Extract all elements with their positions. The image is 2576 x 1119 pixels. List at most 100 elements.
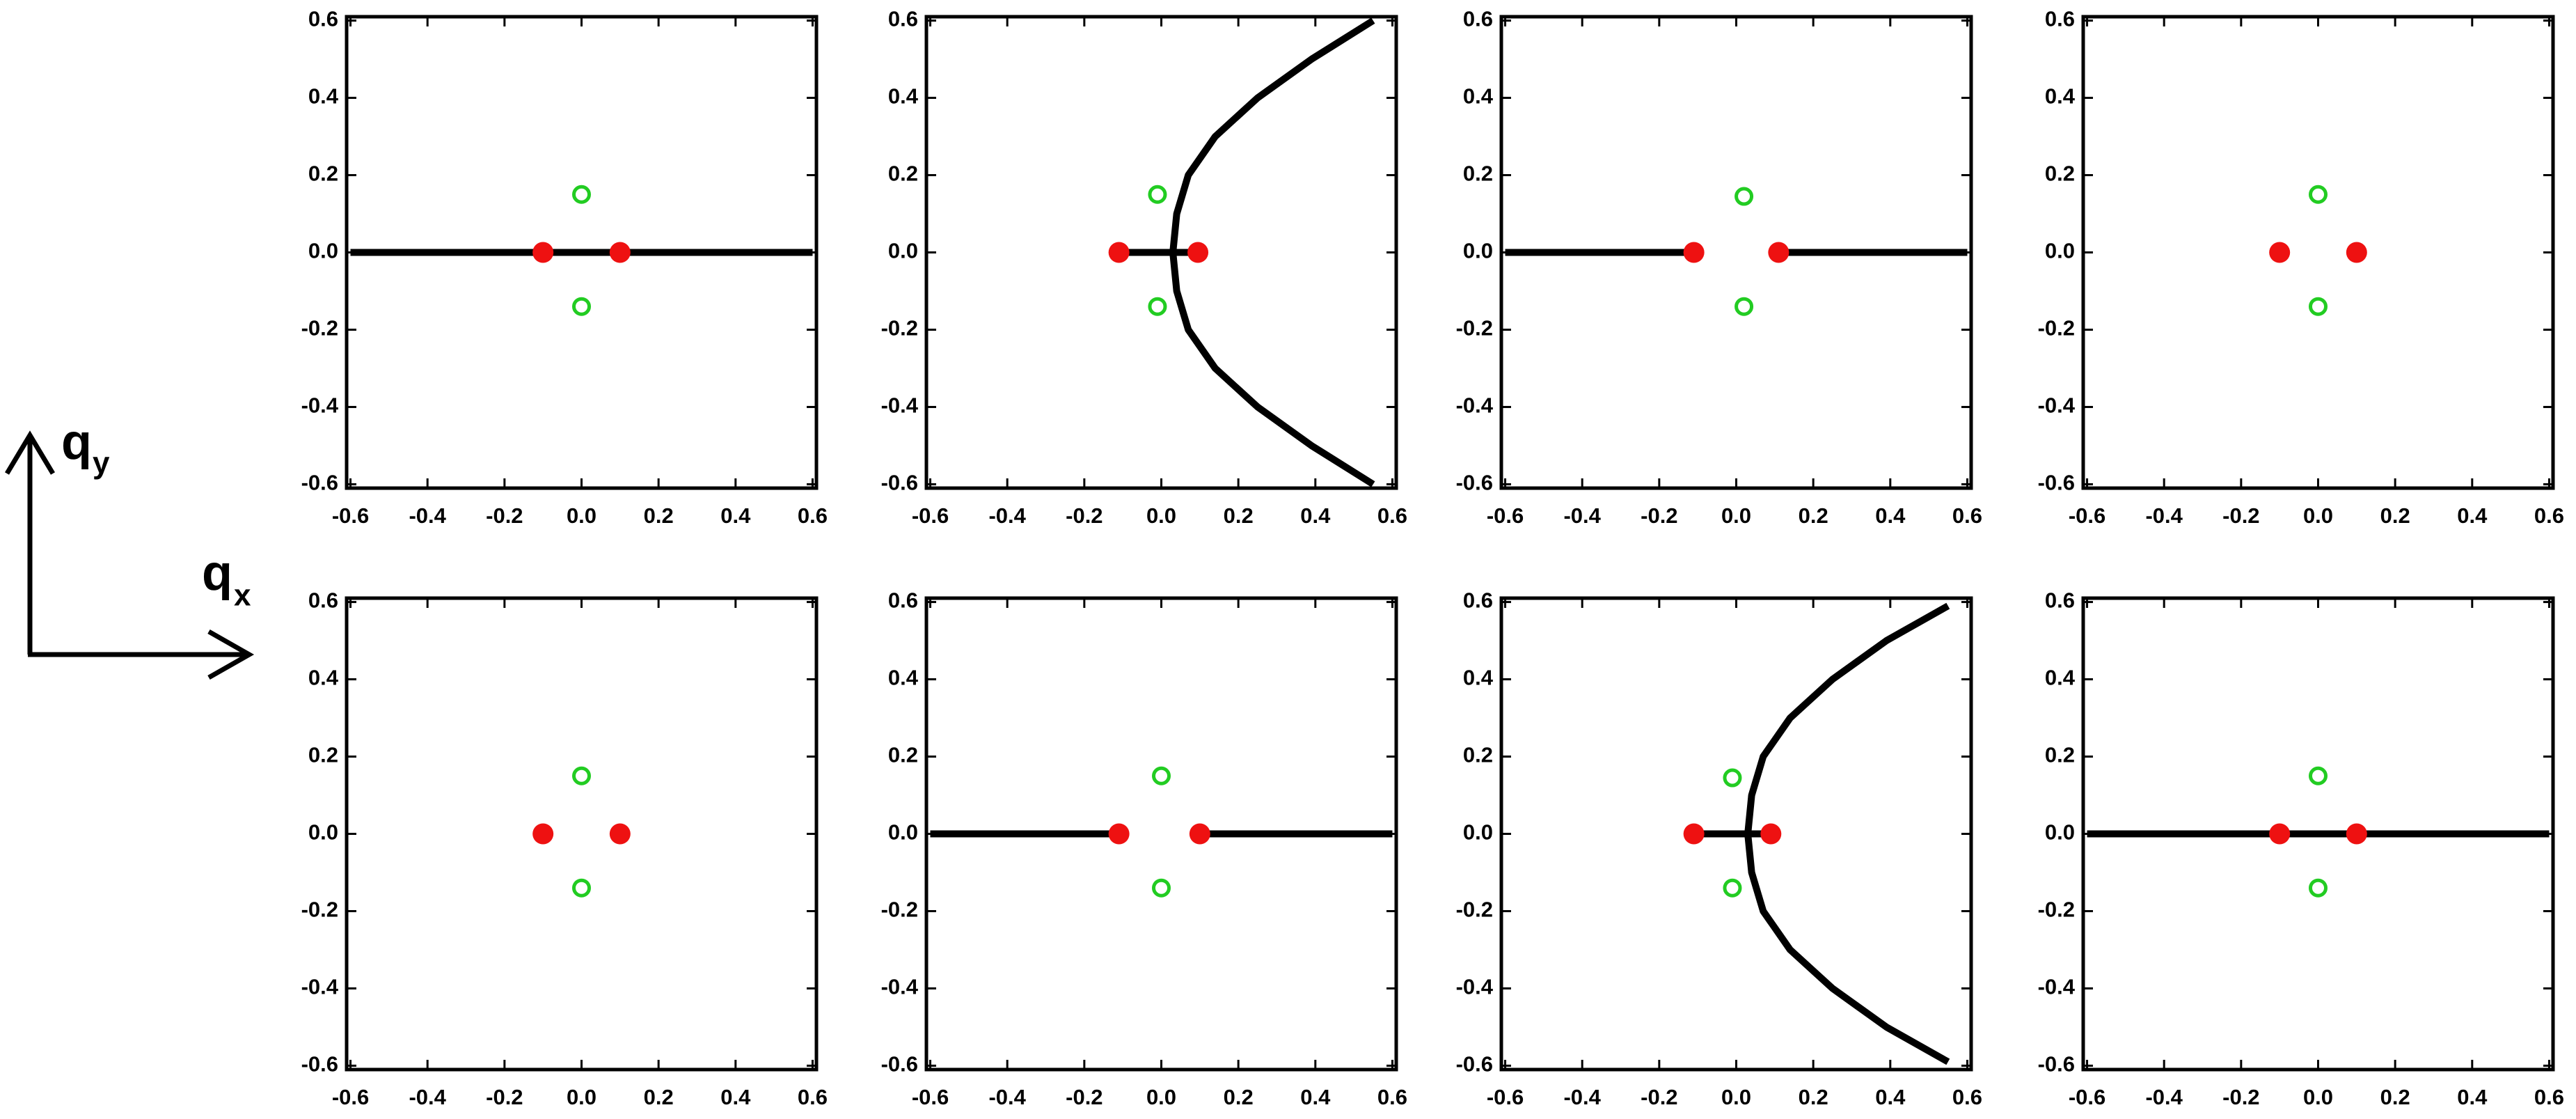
x-tick-label: 0.4 — [1300, 1085, 1331, 1109]
x-tick-label: 0.4 — [1300, 503, 1331, 528]
x-tick-label: 0.0 — [567, 1085, 596, 1109]
qx-label: q — [202, 545, 232, 601]
y-tick-label: -0.2 — [881, 316, 918, 341]
filled-point — [1108, 823, 1130, 845]
x-tick-label: 0.4 — [2457, 503, 2488, 528]
y-tick-label: -0.6 — [881, 471, 918, 495]
y-tick-label: -0.4 — [881, 975, 919, 999]
open-point — [572, 878, 591, 898]
y-tick-label: 0.2 — [2045, 162, 2075, 186]
open-point — [572, 185, 591, 204]
x-tick-label: -0.6 — [332, 1085, 369, 1109]
y-tick-label: 0.4 — [1463, 666, 1494, 690]
panel: -0.6 -0.4 -0.2 0.0 0.2 0.4 0.6 -0.6 -0.4 -0.2 0.0 0… — [881, 588, 1407, 1109]
x-tick-label: 0.4 — [1875, 503, 1906, 528]
x-tick-label: 0.6 — [1952, 503, 1982, 528]
y-tick-label: 0.6 — [1463, 7, 1493, 31]
frame — [2081, 15, 2555, 490]
x-tick-label: -0.4 — [2145, 1085, 2183, 1109]
open-point — [1148, 297, 1167, 316]
y-tick-label: -0.4 — [1456, 393, 1494, 418]
x-tick-label: 0.2 — [644, 1085, 674, 1109]
x-tick-label: -0.6 — [1487, 1085, 1524, 1109]
y-tick-label: -0.6 — [2038, 1052, 2075, 1077]
y-tick-label: -0.2 — [301, 898, 338, 922]
y-tick-label: 0.6 — [308, 588, 338, 613]
x-tick-label: 0.6 — [1952, 1085, 1982, 1109]
x-tick-label: 0.0 — [567, 503, 596, 528]
x-tick-label: -0.6 — [1487, 503, 1524, 528]
filled-point — [609, 823, 631, 845]
frame — [2081, 596, 2555, 1072]
axes-indicator: q y q x — [4, 414, 255, 680]
x-tick-label: -0.6 — [2069, 503, 2105, 528]
y-tick-label: -0.4 — [301, 393, 339, 418]
y-tick-label: -0.6 — [881, 1052, 918, 1077]
y-tick-label: 0.2 — [2045, 743, 2075, 767]
panel: -0.6 -0.4 -0.2 0.0 0.2 0.4 0.6 -0.6 -0.4 -0.2 0.0 0… — [881, 7, 1407, 528]
qx-arrow-head — [207, 629, 255, 680]
x-tick-label: -0.6 — [2069, 1085, 2105, 1109]
open-point — [1723, 768, 1742, 788]
filled-point — [2346, 242, 2367, 263]
x-tick-label: 0.0 — [1146, 1085, 1176, 1109]
filled-point — [609, 242, 631, 263]
x-tick-label: -0.6 — [332, 503, 369, 528]
filled-point — [1187, 242, 1209, 263]
x-tick-label: 0.4 — [720, 503, 751, 528]
filled-point — [1683, 242, 1705, 263]
y-tick-label: 0.2 — [1463, 743, 1493, 767]
open-point — [1152, 878, 1171, 898]
open-point — [2309, 185, 2328, 204]
x-tick-label: -0.4 — [988, 1085, 1026, 1109]
y-tick-label: 0.4 — [308, 666, 339, 690]
y-tick-label: 0.6 — [1463, 588, 1493, 613]
x-tick-label: -0.4 — [1563, 1085, 1601, 1109]
open-point — [572, 766, 591, 785]
panel: -0.6 -0.4 -0.2 0.0 0.2 0.4 0.6 -0.6 -0.4 -0.2 0.0 0… — [1456, 7, 1982, 528]
y-tick-label: -0.6 — [2038, 471, 2075, 495]
qy-label: q — [61, 414, 92, 470]
open-point — [2309, 878, 2328, 898]
x-tick-label: -0.4 — [988, 503, 1026, 528]
frame — [1499, 596, 1973, 1072]
x-tick-label: -0.6 — [912, 503, 949, 528]
y-tick-label: -0.6 — [1456, 1052, 1493, 1077]
x-tick-label: 0.0 — [1146, 503, 1176, 528]
x-tick-label: 0.4 — [2457, 1085, 2488, 1109]
y-tick-label: 0.4 — [1463, 84, 1494, 109]
y-tick-label: 0.4 — [888, 666, 919, 690]
x-tick-label: 0.6 — [798, 503, 828, 528]
y-tick-label: 0.6 — [888, 588, 918, 613]
qy-arrow-head — [4, 430, 56, 475]
x-tick-label: -0.4 — [409, 503, 446, 528]
x-tick-label: 0.2 — [1799, 1085, 1828, 1109]
y-tick-label: -0.2 — [2038, 898, 2075, 922]
filled-point — [532, 242, 554, 263]
filled-point — [1768, 242, 1789, 263]
x-tick-label: -0.4 — [409, 1085, 446, 1109]
open-point — [2309, 297, 2328, 316]
open-point — [1735, 187, 1754, 206]
y-tick-label: 0.2 — [308, 743, 338, 767]
y-tick-label: -0.2 — [1456, 898, 1493, 922]
x-tick-label: 0.6 — [1377, 1085, 1407, 1109]
y-tick-label: -0.6 — [301, 471, 338, 495]
x-tick-label: 0.2 — [644, 503, 674, 528]
filled-point — [2269, 242, 2291, 263]
x-tick-label: 0.0 — [1721, 503, 1751, 528]
qx-subscript: x — [234, 579, 251, 613]
panel: -0.6 -0.4 -0.2 0.0 0.2 0.4 0.6 -0.6 -0.4 -0.2 0.0 0… — [1456, 588, 1982, 1109]
open-point — [1148, 185, 1167, 204]
y-tick-label: 0.2 — [308, 162, 338, 186]
y-tick-label: -0.4 — [2038, 393, 2076, 418]
x-tick-label: 0.6 — [2534, 1085, 2564, 1109]
filled-point — [1683, 823, 1705, 845]
panel: -0.6 -0.4 -0.2 0.0 0.2 0.4 0.6 -0.6 -0.4 -0.2 0.0 0… — [2038, 7, 2564, 528]
y-tick-label: 0.0 — [308, 239, 338, 263]
y-tick-label: 0.2 — [1463, 162, 1493, 186]
x-tick-label: 0.2 — [1799, 503, 1828, 528]
filled-point — [2269, 823, 2291, 845]
x-tick-label: 0.6 — [1377, 503, 1407, 528]
